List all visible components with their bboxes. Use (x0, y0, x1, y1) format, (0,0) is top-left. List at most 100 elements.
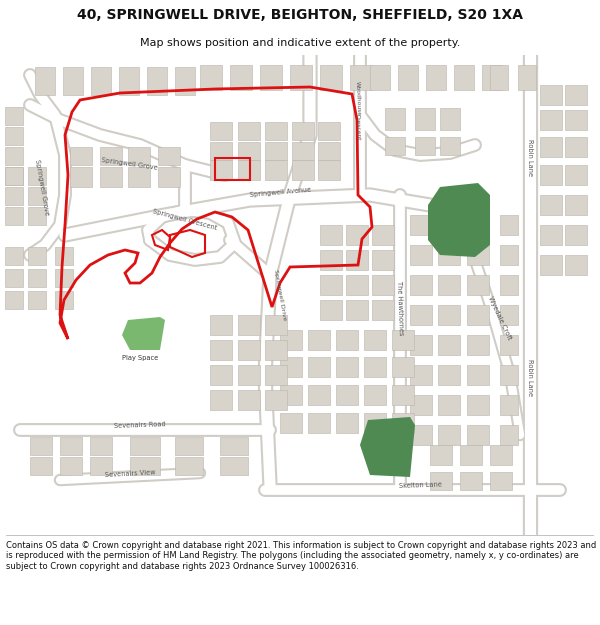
Bar (438, 275, 460, 295)
Bar (210, 340, 232, 360)
Bar (467, 215, 489, 235)
Bar (540, 110, 562, 130)
Bar (63, 67, 83, 95)
Text: Skelton Lane: Skelton Lane (398, 481, 442, 489)
Bar (500, 425, 518, 445)
Text: Springwell Grove: Springwell Grove (34, 159, 50, 216)
Bar (318, 160, 340, 180)
Bar (415, 137, 435, 155)
Bar (454, 65, 474, 90)
Bar (467, 245, 489, 265)
Text: Woodhouse: Woodhouse (355, 81, 361, 116)
Bar (238, 142, 260, 160)
Bar (500, 335, 518, 355)
Bar (60, 457, 82, 475)
Bar (158, 147, 180, 165)
Bar (540, 225, 562, 245)
Bar (438, 335, 460, 355)
Text: Sevenairs View: Sevenairs View (104, 469, 155, 478)
Bar (28, 269, 46, 287)
Bar (565, 85, 587, 105)
Bar (490, 445, 512, 465)
Bar (336, 413, 358, 433)
Bar (5, 207, 23, 225)
Bar (55, 269, 73, 287)
Bar (467, 335, 489, 355)
Bar (565, 225, 587, 245)
Bar (392, 357, 414, 377)
Bar (175, 457, 203, 475)
Bar (438, 425, 460, 445)
Bar (147, 67, 167, 95)
Bar (210, 142, 232, 160)
Bar (210, 122, 232, 140)
Bar (438, 245, 460, 265)
Bar (500, 275, 518, 295)
Text: Crescent: Crescent (355, 114, 361, 141)
Bar (398, 65, 418, 90)
Bar (438, 395, 460, 415)
Bar (130, 457, 160, 475)
Bar (346, 300, 368, 320)
Bar (238, 365, 260, 385)
Bar (30, 437, 52, 455)
Bar (540, 137, 562, 157)
Bar (35, 67, 55, 95)
Bar (90, 457, 112, 475)
Bar (265, 340, 287, 360)
Bar (565, 165, 587, 185)
Bar (265, 142, 287, 160)
Bar (346, 225, 368, 245)
Bar (5, 127, 23, 145)
Bar (460, 472, 482, 490)
Bar (280, 357, 302, 377)
Bar (210, 390, 232, 410)
Bar (350, 65, 372, 90)
Polygon shape (428, 183, 490, 257)
Bar (5, 167, 23, 185)
Bar (430, 472, 452, 490)
Bar (238, 340, 260, 360)
Bar (460, 445, 482, 465)
Text: Springwell Avenue: Springwell Avenue (249, 187, 311, 198)
Bar (385, 137, 405, 155)
Bar (565, 195, 587, 215)
Bar (392, 413, 414, 433)
Bar (500, 395, 518, 415)
Bar (260, 65, 282, 90)
Bar (320, 250, 342, 270)
Bar (100, 167, 122, 187)
Bar (238, 160, 260, 180)
Bar (5, 147, 23, 165)
Bar (308, 413, 330, 433)
Polygon shape (122, 317, 165, 350)
Bar (385, 108, 405, 130)
Bar (410, 275, 432, 295)
Bar (336, 385, 358, 405)
Bar (320, 300, 342, 320)
Text: Robin Lane: Robin Lane (527, 139, 533, 176)
Bar (60, 437, 82, 455)
Bar (440, 137, 460, 155)
Bar (440, 108, 460, 130)
Bar (128, 147, 150, 165)
Bar (308, 385, 330, 405)
Bar (265, 390, 287, 410)
Bar (500, 305, 518, 325)
Bar (280, 330, 302, 350)
Bar (28, 207, 46, 225)
Bar (292, 142, 314, 160)
Bar (565, 137, 587, 157)
Bar (175, 67, 195, 95)
Bar (336, 357, 358, 377)
Bar (130, 437, 160, 455)
Bar (467, 395, 489, 415)
Bar (438, 305, 460, 325)
Bar (238, 315, 260, 335)
Text: Wyedale Croft: Wyedale Croft (487, 296, 512, 341)
Bar (392, 330, 414, 350)
Bar (467, 365, 489, 385)
Bar (518, 65, 536, 90)
Bar (238, 390, 260, 410)
Bar (482, 65, 502, 90)
